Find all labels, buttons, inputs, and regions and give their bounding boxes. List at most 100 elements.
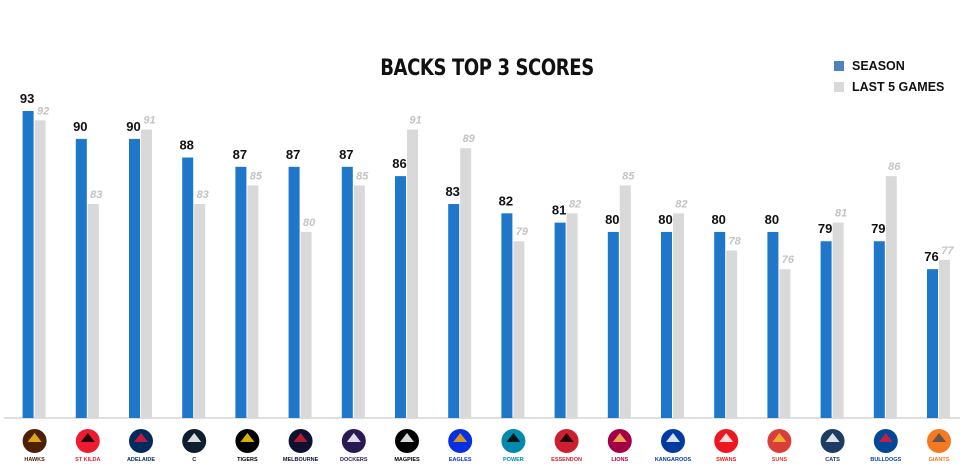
season-value-label: 90 <box>126 119 140 134</box>
sun-emblem-detail <box>772 433 787 442</box>
last5-bar <box>34 120 46 418</box>
crow-logo-icon: ADELAIDE <box>127 429 155 463</box>
demon-emblem-detail <box>293 433 308 442</box>
last5-value-label: 80 <box>303 217 316 229</box>
tiger-emblem-detail <box>240 433 255 442</box>
saints-logo-icon: ST KILDA <box>75 429 101 463</box>
season-value-label: 87 <box>286 147 300 162</box>
lion-logo-icon: LIONS <box>607 429 632 463</box>
last5-value-label: 91 <box>409 115 421 127</box>
power-emblem-detail <box>506 433 521 442</box>
last5-bar <box>673 213 684 418</box>
season-bar <box>182 157 194 419</box>
anchor-logo-icon: DOCKERS <box>340 429 368 463</box>
magpie-logo-icon: MAGPIES <box>394 429 420 463</box>
tiger-logo-icon: TIGERS <box>235 429 260 463</box>
team-logo-text: SWANS <box>716 457 737 463</box>
season-value-label: 80 <box>765 212 779 227</box>
kangaroo-logo-icon: KANGAROOS <box>655 429 692 463</box>
team-logo-text: MAGPIES <box>394 457 420 463</box>
season-bar <box>235 166 247 418</box>
season-value-label: 87 <box>233 147 247 162</box>
last5-bar <box>194 204 206 418</box>
legend-item-last5: LAST 5 GAMES <box>834 76 944 97</box>
season-value-label: 80 <box>711 212 725 227</box>
lion-emblem-detail <box>612 433 627 442</box>
power-logo-icon: POWER <box>501 429 526 463</box>
last5-value-label: 83 <box>197 189 209 201</box>
legend-label-season: SEASON <box>852 58 905 73</box>
team-logo-text: LIONS <box>611 457 628 463</box>
team-logo-text: BULLDOGS <box>870 457 901 463</box>
team-logo-text: C <box>192 457 196 463</box>
season-bar <box>714 231 726 418</box>
team-logo-text: HAWKS <box>24 457 45 463</box>
last5-bar <box>141 129 152 418</box>
carlton-monogram-logo-icon: C <box>182 429 207 463</box>
season-value-label: 93 <box>20 91 34 106</box>
bomber-emblem-detail <box>559 433 574 442</box>
season-bar <box>22 111 34 418</box>
last5-bar <box>832 222 844 418</box>
bomber-logo-icon: ESSENDON <box>551 429 582 463</box>
anchor-emblem-detail <box>346 433 361 442</box>
team-logo-text: MELBOURNE <box>283 457 319 463</box>
season-bar <box>288 166 300 418</box>
giants-emblem-detail <box>932 433 946 442</box>
season-bar <box>501 213 513 418</box>
season-value-label: 79 <box>871 221 885 236</box>
team-logo-text: TIGERS <box>237 457 258 463</box>
team-logo-text: DOCKERS <box>340 457 368 463</box>
demon-logo-icon: MELBOURNE <box>283 429 319 463</box>
last5-bar <box>726 250 738 418</box>
season-bar <box>820 241 832 418</box>
swan-logo-icon: SWANS <box>714 429 739 463</box>
last5-value-label: 82 <box>569 198 581 210</box>
season-bar <box>341 166 353 418</box>
team-logo-text: GIANTS <box>929 457 950 463</box>
swan-emblem-detail <box>719 433 734 442</box>
season-bar <box>75 138 87 418</box>
last5-value-label: 85 <box>622 170 635 182</box>
last5-bar <box>513 241 525 418</box>
season-value-label: 82 <box>499 193 513 208</box>
last5-bar <box>939 259 950 418</box>
eagle-emblem-detail <box>453 433 468 442</box>
season-bar <box>927 269 938 418</box>
last5-value-label: 78 <box>729 236 742 248</box>
team-logo-text: ADELAIDE <box>127 457 155 463</box>
last5-bar <box>619 185 631 418</box>
team-logo-text: SUNS <box>772 457 788 463</box>
season-value-label: 86 <box>392 156 406 171</box>
season-value-label: 76 <box>924 249 938 264</box>
cat-logo-icon: CATS <box>820 429 845 463</box>
kangaroo-emblem-detail <box>666 433 680 442</box>
team-logo-text: EAGLES <box>449 457 472 463</box>
hawk-emblem-detail <box>27 433 42 442</box>
team-logo-text: POWER <box>503 457 524 463</box>
giants-logo-icon: GIANTS <box>927 429 951 463</box>
season-value-label: 80 <box>605 212 619 227</box>
season-bar <box>661 231 672 418</box>
cat-emblem-detail <box>825 433 840 442</box>
legend-item-season: SEASON <box>834 55 944 76</box>
eagle-logo-icon: EAGLES <box>448 429 473 463</box>
last5-value-label: 91 <box>143 115 155 127</box>
team-logo-text: ST KILDA <box>75 457 100 463</box>
last5-bar <box>779 269 791 418</box>
last5-value-label: 85 <box>250 170 263 182</box>
last5-value-label: 81 <box>835 208 847 220</box>
last5-value-label: 77 <box>941 245 954 257</box>
last5-bar <box>885 176 897 418</box>
season-value-label: 81 <box>552 203 566 218</box>
season-value-label: 90 <box>73 119 87 134</box>
last5-value-label: 83 <box>90 189 102 201</box>
last5-bar <box>353 185 365 418</box>
season-bar <box>873 241 885 418</box>
season-value-label: 79 <box>818 221 832 236</box>
last5-bar <box>87 204 99 418</box>
season-bar <box>767 231 779 418</box>
bulldog-emblem-detail <box>878 433 893 442</box>
legend-swatch-season <box>834 60 844 71</box>
